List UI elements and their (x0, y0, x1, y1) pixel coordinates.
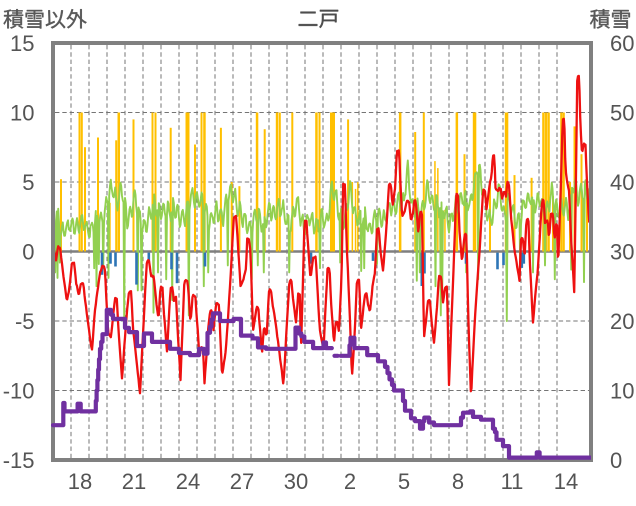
svg-text:27: 27 (230, 469, 254, 494)
svg-text:8: 8 (452, 469, 464, 494)
svg-text:40: 40 (610, 170, 634, 195)
svg-text:11: 11 (501, 469, 524, 494)
svg-text:21: 21 (122, 469, 146, 494)
svg-text:18: 18 (68, 469, 92, 494)
svg-text:50: 50 (610, 101, 634, 126)
svg-text:2: 2 (344, 469, 356, 494)
svg-text:5: 5 (22, 170, 34, 195)
svg-text:20: 20 (610, 309, 634, 334)
svg-text:10: 10 (610, 379, 634, 404)
svg-text:30: 30 (284, 469, 308, 494)
svg-text:0: 0 (22, 240, 34, 265)
svg-text:0: 0 (610, 448, 622, 473)
svg-text:10: 10 (10, 101, 34, 126)
svg-text:14: 14 (554, 469, 578, 494)
svg-text:60: 60 (610, 31, 634, 56)
svg-text:15: 15 (10, 31, 34, 56)
svg-text:30: 30 (610, 240, 634, 265)
svg-text:-15: -15 (3, 448, 35, 473)
svg-text:-5: -5 (15, 309, 35, 334)
svg-text:24: 24 (176, 469, 200, 494)
svg-text:-10: -10 (3, 379, 35, 404)
svg-text:5: 5 (398, 469, 410, 494)
